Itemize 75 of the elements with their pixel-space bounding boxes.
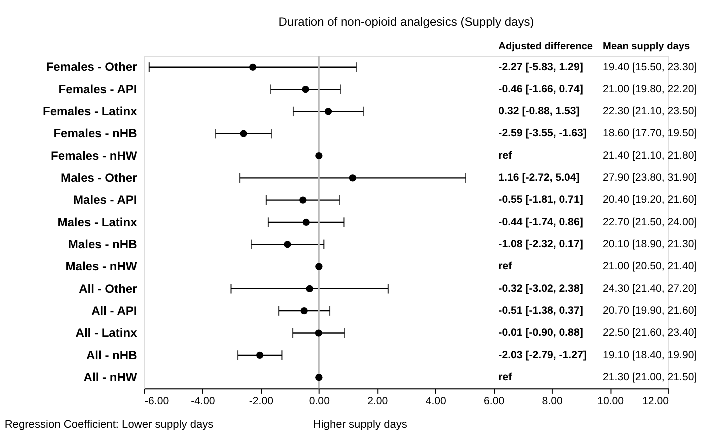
point bbox=[316, 152, 323, 160]
point bbox=[316, 263, 323, 270]
annotation: -2.27 [-5.83, 1.29] bbox=[498, 61, 584, 74]
point bbox=[349, 174, 357, 182]
annotation: 24.30 [21.40, 27.20] bbox=[603, 282, 698, 295]
x-tick-label: 8.00 bbox=[542, 396, 563, 408]
annotation: 19.10 [18.40, 19.90] bbox=[603, 349, 698, 362]
annotation: ref bbox=[498, 371, 513, 384]
annotation: 20.40 [19.20, 21.60] bbox=[603, 194, 698, 206]
annotation: -0.01 [-0.90, 0.88] bbox=[498, 327, 584, 340]
y-tick-label: Females - nHB bbox=[54, 126, 138, 141]
annotation: -0.32 [-3.02, 2.38] bbox=[498, 282, 584, 295]
point bbox=[302, 218, 310, 226]
point bbox=[316, 374, 323, 382]
annotation: -0.55 [-1.81, 0.71] bbox=[498, 194, 584, 206]
y-tick-label: All - nHB bbox=[86, 348, 138, 362]
y-tick-label: Males - Latinx bbox=[58, 215, 138, 230]
point bbox=[315, 330, 322, 337]
x-tick-label: 4.00 bbox=[426, 396, 447, 408]
y-tick-label: Females - API bbox=[58, 82, 138, 96]
annotation: -2.03 [-2.79, -1.27] bbox=[498, 349, 587, 362]
x-tick-label: 10.00 bbox=[598, 396, 624, 408]
annotation: -1.08 [-2.32, 0.17] bbox=[498, 238, 584, 251]
y-tick-label: All - API bbox=[92, 304, 138, 318]
x-tick-label: -4.00 bbox=[191, 396, 216, 408]
y-tick-label: Females - nHW bbox=[51, 148, 138, 163]
y-tick-label: All - Latinx bbox=[76, 326, 138, 340]
text: Mean supply days bbox=[603, 42, 690, 53]
x-tick-label: 0.00 bbox=[309, 396, 330, 408]
annotation: 22.30 [21.10, 23.50] bbox=[603, 106, 698, 118]
point bbox=[302, 86, 310, 94]
annotation: 21.40 [21.10, 21.80] bbox=[603, 150, 698, 162]
point bbox=[300, 308, 308, 315]
x-tick-label: -6.00 bbox=[144, 396, 170, 408]
x-tick-label: 6.00 bbox=[484, 396, 505, 408]
y-tick-label: Males - API bbox=[74, 193, 138, 208]
annotation: -0.46 [-1.66, 0.74] bbox=[498, 83, 584, 96]
y-tick-label: Females - Other bbox=[46, 60, 138, 74]
x-tick-label: -2.00 bbox=[249, 396, 274, 408]
x-tick-label: 2.00 bbox=[368, 396, 388, 408]
annotation: 20.70 [19.90, 21.60] bbox=[603, 304, 698, 317]
annotation: ref bbox=[498, 150, 513, 162]
annotation: 21.00 [19.80, 22.20] bbox=[603, 83, 698, 96]
annotation: -0.51 [-1.38, 0.37] bbox=[498, 304, 584, 317]
annotation: 21.30 [21.00, 21.50] bbox=[603, 371, 698, 384]
annotation: 1.16 [-2.72, 5.04] bbox=[498, 172, 580, 184]
y-tick-label: Males - nHB bbox=[68, 237, 138, 252]
y-tick-label: All - Other bbox=[79, 282, 138, 296]
y-tick-label: Males - nHW bbox=[66, 260, 138, 274]
point bbox=[284, 241, 292, 248]
y-tick-label: All - nHW bbox=[84, 370, 138, 384]
annotation: 22.70 [21.50, 24.00] bbox=[603, 216, 698, 228]
annotation: 0.32 [-0.88, 1.53] bbox=[498, 106, 580, 118]
annotation: 19.40 [15.50, 23.30] bbox=[603, 61, 698, 74]
annotation: -2.59 [-3.55, -1.63] bbox=[498, 128, 587, 140]
annotation: 18.60 [17.70, 19.50] bbox=[603, 128, 698, 140]
point bbox=[300, 196, 307, 204]
point bbox=[256, 352, 264, 359]
annotation: 20.10 [18.90, 21.30] bbox=[603, 238, 698, 251]
y-tick-label: Females - Latinx bbox=[42, 104, 138, 119]
chart-title: Duration of non-opioid analgesics (Supply days) bbox=[278, 14, 534, 29]
annotation: 21.00 [20.50, 21.40] bbox=[603, 260, 698, 273]
point bbox=[324, 108, 332, 116]
point bbox=[306, 285, 314, 293]
text: Adjusted difference bbox=[498, 42, 594, 53]
point bbox=[250, 64, 257, 71]
annotation: ref bbox=[498, 260, 513, 273]
text: Regression Coefficient: Lower supply days bbox=[4, 419, 214, 432]
annotation: -0.44 [-1.74, 0.86] bbox=[498, 216, 584, 228]
y-tick-label: Males - Other bbox=[61, 171, 138, 186]
annotation: 22.50 [21.60, 23.40] bbox=[603, 327, 698, 340]
point bbox=[240, 130, 248, 138]
x-tick-label: 12.00 bbox=[642, 396, 670, 408]
annotation: 27.90 [23.80, 31.90] bbox=[603, 172, 698, 184]
text: Higher supply days bbox=[313, 419, 408, 432]
